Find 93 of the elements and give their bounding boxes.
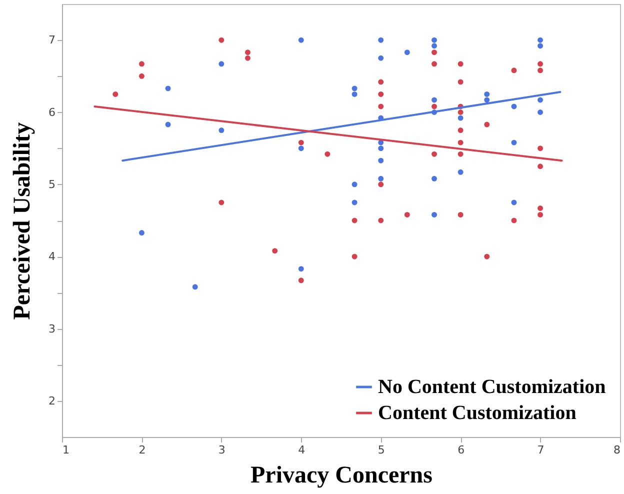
point xyxy=(272,248,278,254)
legend-label: No Content Customization xyxy=(378,376,606,398)
point xyxy=(484,91,490,97)
y-tick-label: 3 xyxy=(48,322,56,336)
point xyxy=(378,158,384,164)
point xyxy=(511,200,517,206)
point xyxy=(458,79,464,85)
point xyxy=(112,91,118,97)
point xyxy=(538,206,544,211)
point xyxy=(298,140,304,146)
point xyxy=(538,68,544,74)
point xyxy=(432,104,438,110)
point xyxy=(404,50,410,56)
x-axis-title: Privacy Concerns xyxy=(250,462,432,488)
point xyxy=(298,37,304,43)
point xyxy=(138,230,144,236)
point xyxy=(538,97,544,103)
y-tick-label: 6 xyxy=(48,106,56,119)
point xyxy=(165,86,171,92)
x-tick-label: 3 xyxy=(218,444,226,456)
point xyxy=(458,212,464,218)
point xyxy=(192,284,198,290)
point xyxy=(378,176,384,182)
point xyxy=(298,278,304,284)
y-tick-label: 5 xyxy=(48,178,56,191)
point xyxy=(404,212,410,218)
point xyxy=(511,140,517,146)
x-tick-label: 2 xyxy=(138,444,146,456)
point xyxy=(432,97,438,103)
point xyxy=(352,218,358,224)
x-tick-label: 1 xyxy=(62,444,70,456)
point xyxy=(432,43,438,49)
point xyxy=(244,50,250,56)
point xyxy=(432,37,438,43)
point xyxy=(378,146,384,152)
point xyxy=(378,182,384,188)
point xyxy=(484,254,490,260)
x-tick-label: 7 xyxy=(537,444,544,456)
point xyxy=(458,115,464,121)
point xyxy=(458,110,464,115)
point xyxy=(432,176,438,182)
point xyxy=(218,37,224,43)
point xyxy=(538,212,544,218)
point xyxy=(458,169,464,175)
y-tick-label: 4 xyxy=(48,250,56,264)
point xyxy=(538,43,544,49)
legend-label: Content Customization xyxy=(378,402,576,424)
point xyxy=(538,164,544,170)
point xyxy=(458,61,464,67)
y-tick-label: 7 xyxy=(48,34,56,47)
point xyxy=(138,73,144,79)
point xyxy=(378,79,384,85)
point xyxy=(378,55,384,61)
point xyxy=(484,97,490,103)
point xyxy=(378,91,384,97)
point xyxy=(511,68,517,74)
point xyxy=(352,182,358,188)
y-axis-title: Perceived Usability xyxy=(10,122,36,320)
point xyxy=(352,200,358,206)
point xyxy=(432,61,438,67)
x-tick-label: 5 xyxy=(378,444,385,456)
point xyxy=(538,61,544,67)
point xyxy=(218,200,224,206)
point xyxy=(298,266,304,272)
point xyxy=(538,110,544,115)
point xyxy=(458,140,464,146)
point xyxy=(324,151,330,157)
point xyxy=(538,146,544,152)
point xyxy=(432,151,438,157)
point xyxy=(138,61,144,67)
y-tick-label: 2 xyxy=(48,394,56,408)
point xyxy=(432,212,438,218)
x-tick-label: 4 xyxy=(298,444,306,456)
point xyxy=(458,128,464,134)
point xyxy=(352,91,358,97)
point xyxy=(165,122,171,128)
point xyxy=(352,86,358,92)
x-tick-label: 8 xyxy=(614,444,620,456)
point xyxy=(511,218,517,224)
point xyxy=(218,61,224,67)
point xyxy=(378,218,384,224)
point xyxy=(378,37,384,43)
point xyxy=(538,37,544,43)
point xyxy=(511,104,517,110)
point xyxy=(378,104,384,110)
point xyxy=(352,254,358,260)
x-tick-label: 6 xyxy=(458,444,465,456)
point xyxy=(218,128,224,134)
point xyxy=(484,122,490,128)
point xyxy=(298,146,304,152)
point xyxy=(432,50,438,56)
point xyxy=(458,151,464,157)
point xyxy=(244,55,250,61)
